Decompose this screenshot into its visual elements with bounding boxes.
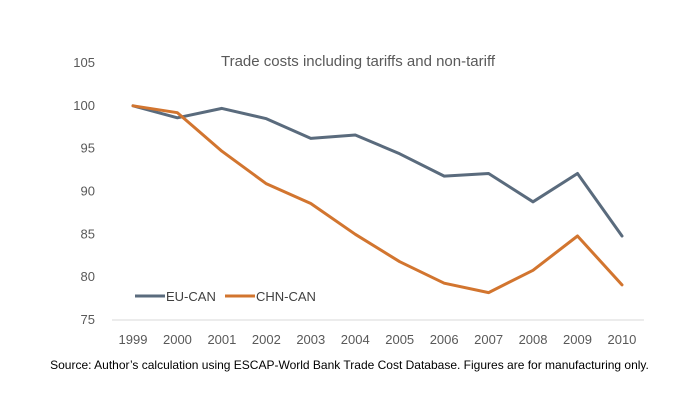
x-tick-label: 2001 <box>207 332 236 347</box>
x-tick-label: 2007 <box>474 332 503 347</box>
legend-label: CHN-CAN <box>256 289 316 304</box>
legend-label: EU-CAN <box>166 289 216 304</box>
x-tick-label: 2003 <box>296 332 325 347</box>
x-tick-label: 2000 <box>163 332 192 347</box>
y-tick-label: 95 <box>81 141 95 156</box>
y-tick-label: 75 <box>81 312 95 327</box>
series-line-chn-can <box>131 104 624 295</box>
source-note: Source: Author’s calculation using ESCAP… <box>50 358 649 372</box>
x-tick-label: 2009 <box>563 332 592 347</box>
y-tick-label: 90 <box>81 184 95 199</box>
chart-title: Trade costs including tariffs and non-ta… <box>221 53 496 70</box>
legend: EU-CAN CHN-CAN <box>135 289 316 304</box>
x-tick-label: 1999 <box>119 332 148 347</box>
x-tick-label: 2008 <box>519 332 548 347</box>
y-axis-ticks: 75 80 85 90 95 100 105 <box>73 55 95 327</box>
x-axis: 1999 2000 2001 2002 2003 2004 2005 2006 2007 2008… <box>112 319 644 347</box>
x-tick-label: 2010 <box>607 332 636 347</box>
y-tick-label: 100 <box>73 98 95 113</box>
series-lines <box>131 104 624 295</box>
series-line-eu-can <box>131 104 624 238</box>
x-tick-label: 2002 <box>252 332 281 347</box>
y-tick-label: 80 <box>81 269 95 284</box>
x-tick-label: 2004 <box>341 332 370 347</box>
x-tick-label: 2005 <box>385 332 414 347</box>
x-tick-label: 2006 <box>430 332 459 347</box>
y-tick-label: 105 <box>73 55 95 70</box>
y-tick-label: 85 <box>81 226 95 241</box>
